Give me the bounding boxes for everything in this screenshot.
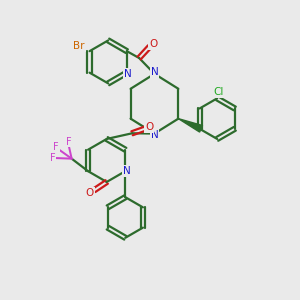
- Text: F: F: [50, 153, 56, 163]
- Polygon shape: [178, 118, 203, 132]
- Text: N: N: [124, 69, 131, 79]
- Text: O: O: [145, 122, 153, 132]
- Text: N: N: [151, 130, 158, 140]
- Text: N: N: [151, 68, 158, 77]
- Text: Br: Br: [74, 41, 85, 51]
- Text: O: O: [85, 188, 94, 198]
- Text: N: N: [123, 166, 131, 176]
- Text: Cl: Cl: [213, 87, 224, 97]
- Text: F: F: [53, 142, 59, 152]
- Text: O: O: [149, 39, 157, 49]
- Text: F: F: [67, 136, 72, 147]
